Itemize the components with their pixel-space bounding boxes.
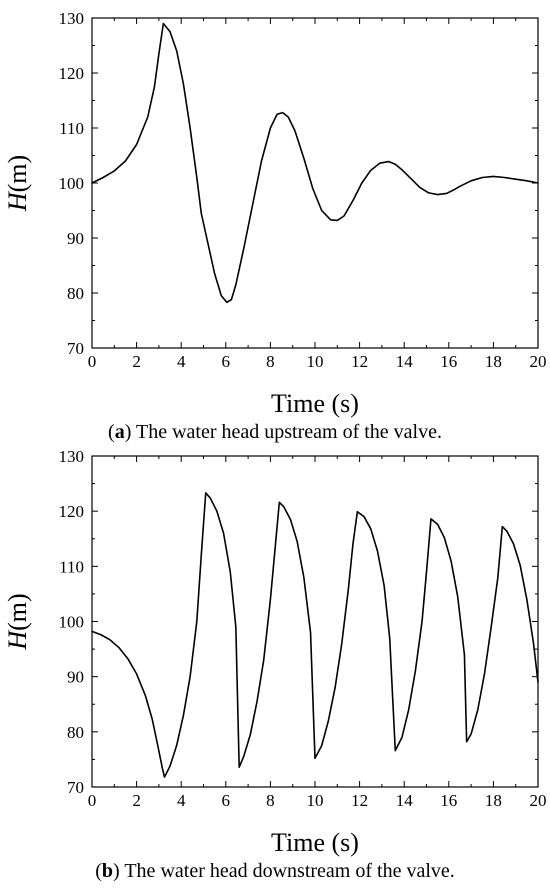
x-tick-label-a: 12 [351,352,368,371]
y-tick-label-a: 90 [67,229,84,248]
x-tick-label-b: 10 [307,791,324,810]
x-tick-label-b: 12 [351,791,368,810]
x-tick-label-a: 18 [485,352,502,371]
x-axis-title-a: Time (s) [271,389,359,418]
x-tick-label-a: 14 [396,352,414,371]
y-tick-label-b: 90 [67,668,84,687]
x-tick-label-b: 14 [396,791,414,810]
y-tick-label-a: 110 [59,119,84,138]
y-axis-title-b: H(m) [3,593,32,650]
caption-a-text: The water head upstream of the valve. [136,421,442,443]
plot-frame-a [91,17,539,349]
x-tick-label-a: 0 [88,352,97,371]
y-tick-label-a: 120 [59,64,85,83]
y-tick-label-b: 80 [67,723,84,742]
x-tick-label-b: 2 [132,791,141,810]
y-tick-label-a: 100 [59,174,85,193]
caption-b-letter: b [101,860,114,882]
x-tick-label-b: 20 [530,791,547,810]
x-tick-label-b: 6 [222,791,231,810]
chart-panel-a: 0 2 4 6 8 10 12 14 16 18 20 70 80 90 100 110 120 130 Time … [3,9,547,418]
caption-b-text: The water head downstream of the valve. [124,860,455,882]
x-tick-label-a: 8 [266,352,275,371]
x-tick-label-a: 20 [530,352,547,371]
x-tick-label-b: 18 [485,791,502,810]
caption-a: (a) The water head upstream of the valve… [108,421,442,443]
y-axis-title-a: H(m) [3,155,32,212]
x-tick-label-a: 16 [440,352,457,371]
x-axis-title-b: Time (s) [271,828,359,857]
y-tick-label-a: 130 [59,9,85,28]
caption-a-letter: a [114,421,125,443]
y-tick-label-b: 110 [59,557,84,576]
x-tick-label-a: 2 [132,352,141,371]
x-tick-label-b: 8 [266,791,275,810]
y-tick-label-a: 70 [67,339,84,358]
chart-panel-b: 0 2 4 6 8 10 12 14 16 18 20 70 80 90 100 110 120 130 Time … [3,447,547,857]
y-tick-label-b: 70 [67,778,84,797]
y-tick-label-b: 100 [59,613,85,632]
y-tick-label-a: 80 [67,284,84,303]
x-tick-label-a: 4 [177,352,186,371]
x-tick-label-a: 10 [307,352,324,371]
caption-b: (b) The water head downstream of the val… [95,860,455,882]
x-tick-label-b: 0 [88,791,97,810]
y-tick-label-b: 130 [59,447,85,466]
series-line-b-0 [91,492,539,778]
y-tick-label-b: 120 [59,502,85,521]
x-tick-label-b: 16 [440,791,457,810]
series-line-a-0 [91,22,539,304]
x-tick-label-a: 6 [222,352,231,371]
x-tick-label-b: 4 [177,791,186,810]
